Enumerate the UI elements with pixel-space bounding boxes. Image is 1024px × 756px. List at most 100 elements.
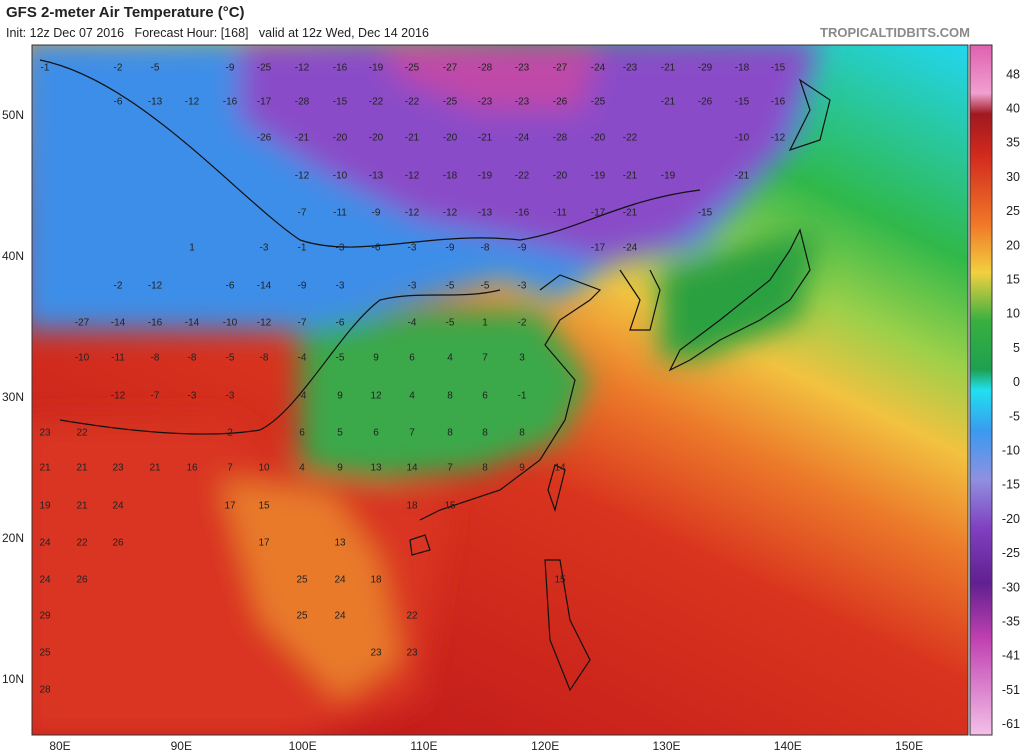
station-temp: -6 <box>372 243 381 254</box>
station-temp: -25 <box>443 97 458 108</box>
station-temp: 22 <box>406 611 418 622</box>
station-temp: -12 <box>295 171 310 182</box>
station-temp: -5 <box>446 281 455 292</box>
station-temp: -6 <box>336 318 345 329</box>
station-temp: 23 <box>112 463 124 474</box>
station-temp: -14 <box>257 281 272 292</box>
station-temp: -27 <box>443 63 458 74</box>
station-temp: -1 <box>41 63 50 74</box>
colorbar-label: -30 <box>1002 580 1020 594</box>
station-temp: -12 <box>185 97 200 108</box>
station-temp: 4 <box>409 391 415 402</box>
station-temp: 8 <box>482 463 488 474</box>
colorbar-label: -20 <box>1002 512 1020 526</box>
station-temp: -12 <box>295 63 310 74</box>
lon-label: 100E <box>289 739 317 753</box>
colorbar-label: -35 <box>1002 614 1020 628</box>
station-temp: -20 <box>591 133 606 144</box>
station-temp: -28 <box>478 63 493 74</box>
colorbar-label: 5 <box>1013 341 1020 355</box>
lon-label: 120E <box>531 739 559 753</box>
colorbar-label: -15 <box>1002 478 1020 492</box>
station-temp: 10 <box>258 463 270 474</box>
station-temp: -28 <box>295 97 310 108</box>
station-temp: 12 <box>370 391 382 402</box>
colorbar-label: -41 <box>1002 649 1020 663</box>
station-temp: -11 <box>553 208 567 219</box>
station-temp: -4 <box>298 391 307 402</box>
colorbar-label: 20 <box>1006 238 1020 252</box>
station-temp: 8 <box>447 428 453 439</box>
station-temp: -29 <box>698 63 713 74</box>
station-temp: 17 <box>258 538 270 549</box>
station-temp: -25 <box>257 63 272 74</box>
station-temp: -21 <box>661 97 676 108</box>
station-temp: 9 <box>519 463 525 474</box>
station-temp: -15 <box>735 97 750 108</box>
station-temp: 8 <box>482 428 488 439</box>
station-temp: -5 <box>151 63 160 74</box>
station-temp: -5 <box>446 318 455 329</box>
station-temp: -20 <box>369 133 384 144</box>
station-temp: -12 <box>148 281 163 292</box>
station-temp: 7 <box>409 428 415 439</box>
station-temp: -18 <box>735 63 750 74</box>
station-temp: -25 <box>405 63 420 74</box>
station-temp: 24 <box>334 611 346 622</box>
lat-label: 30N <box>2 390 24 404</box>
colorbar-label: -61 <box>1002 717 1020 731</box>
station-temp: 6 <box>409 353 415 364</box>
station-temp: -6 <box>114 97 123 108</box>
station-temp: -26 <box>698 97 713 108</box>
station-temp: -7 <box>298 208 307 219</box>
station-temp: -15 <box>771 63 786 74</box>
station-temp: 7 <box>482 353 488 364</box>
station-temp: 1 <box>482 318 488 329</box>
station-temp: 4 <box>299 463 305 474</box>
lat-label: 10N <box>2 672 24 686</box>
station-temp: 28 <box>39 685 51 696</box>
station-temp: 6 <box>482 391 488 402</box>
station-temp: 16 <box>186 463 198 474</box>
station-temp: 21 <box>76 501 88 512</box>
station-temp: 21 <box>149 463 161 474</box>
station-temp: -12 <box>771 133 786 144</box>
station-temp: -12 <box>257 318 272 329</box>
lat-label: 20N <box>2 531 24 545</box>
lon-label: 130E <box>652 739 680 753</box>
station-temp: -3 <box>408 243 417 254</box>
station-temp: 15 <box>554 575 566 586</box>
lon-label: 80E <box>49 739 70 753</box>
station-temp: 24 <box>112 501 124 512</box>
station-temp: -23 <box>515 97 530 108</box>
colorbar-label: -51 <box>1002 683 1020 697</box>
station-temp: -12 <box>111 391 126 402</box>
station-temp: -22 <box>369 97 384 108</box>
station-temp: 22 <box>76 538 88 549</box>
station-temp: -16 <box>771 97 786 108</box>
station-temp: -24 <box>623 243 638 254</box>
station-temp: 9 <box>337 463 343 474</box>
station-temp: -22 <box>405 97 420 108</box>
lon-label: 110E <box>410 739 437 753</box>
station-temp: -2 <box>114 281 123 292</box>
station-temp: -19 <box>591 171 606 182</box>
station-temp: -22 <box>515 171 530 182</box>
station-temp: -3 <box>336 281 345 292</box>
station-temp: 24 <box>334 575 346 586</box>
station-temp: -11 <box>111 353 125 364</box>
station-temp: 24 <box>39 575 51 586</box>
station-temp: -4 <box>298 353 307 364</box>
station-temp: -5 <box>226 353 235 364</box>
station-temp: -12 <box>405 171 420 182</box>
station-temp: 13 <box>334 538 346 549</box>
station-temp: -23 <box>623 63 638 74</box>
station-temp: -20 <box>333 133 348 144</box>
station-temp: 21 <box>76 463 88 474</box>
station-temp: -24 <box>515 133 530 144</box>
station-temp: -16 <box>148 318 163 329</box>
station-temp: -12 <box>443 208 458 219</box>
station-temp: -24 <box>591 63 606 74</box>
colorbar <box>969 44 993 736</box>
station-temp: -21 <box>405 133 420 144</box>
